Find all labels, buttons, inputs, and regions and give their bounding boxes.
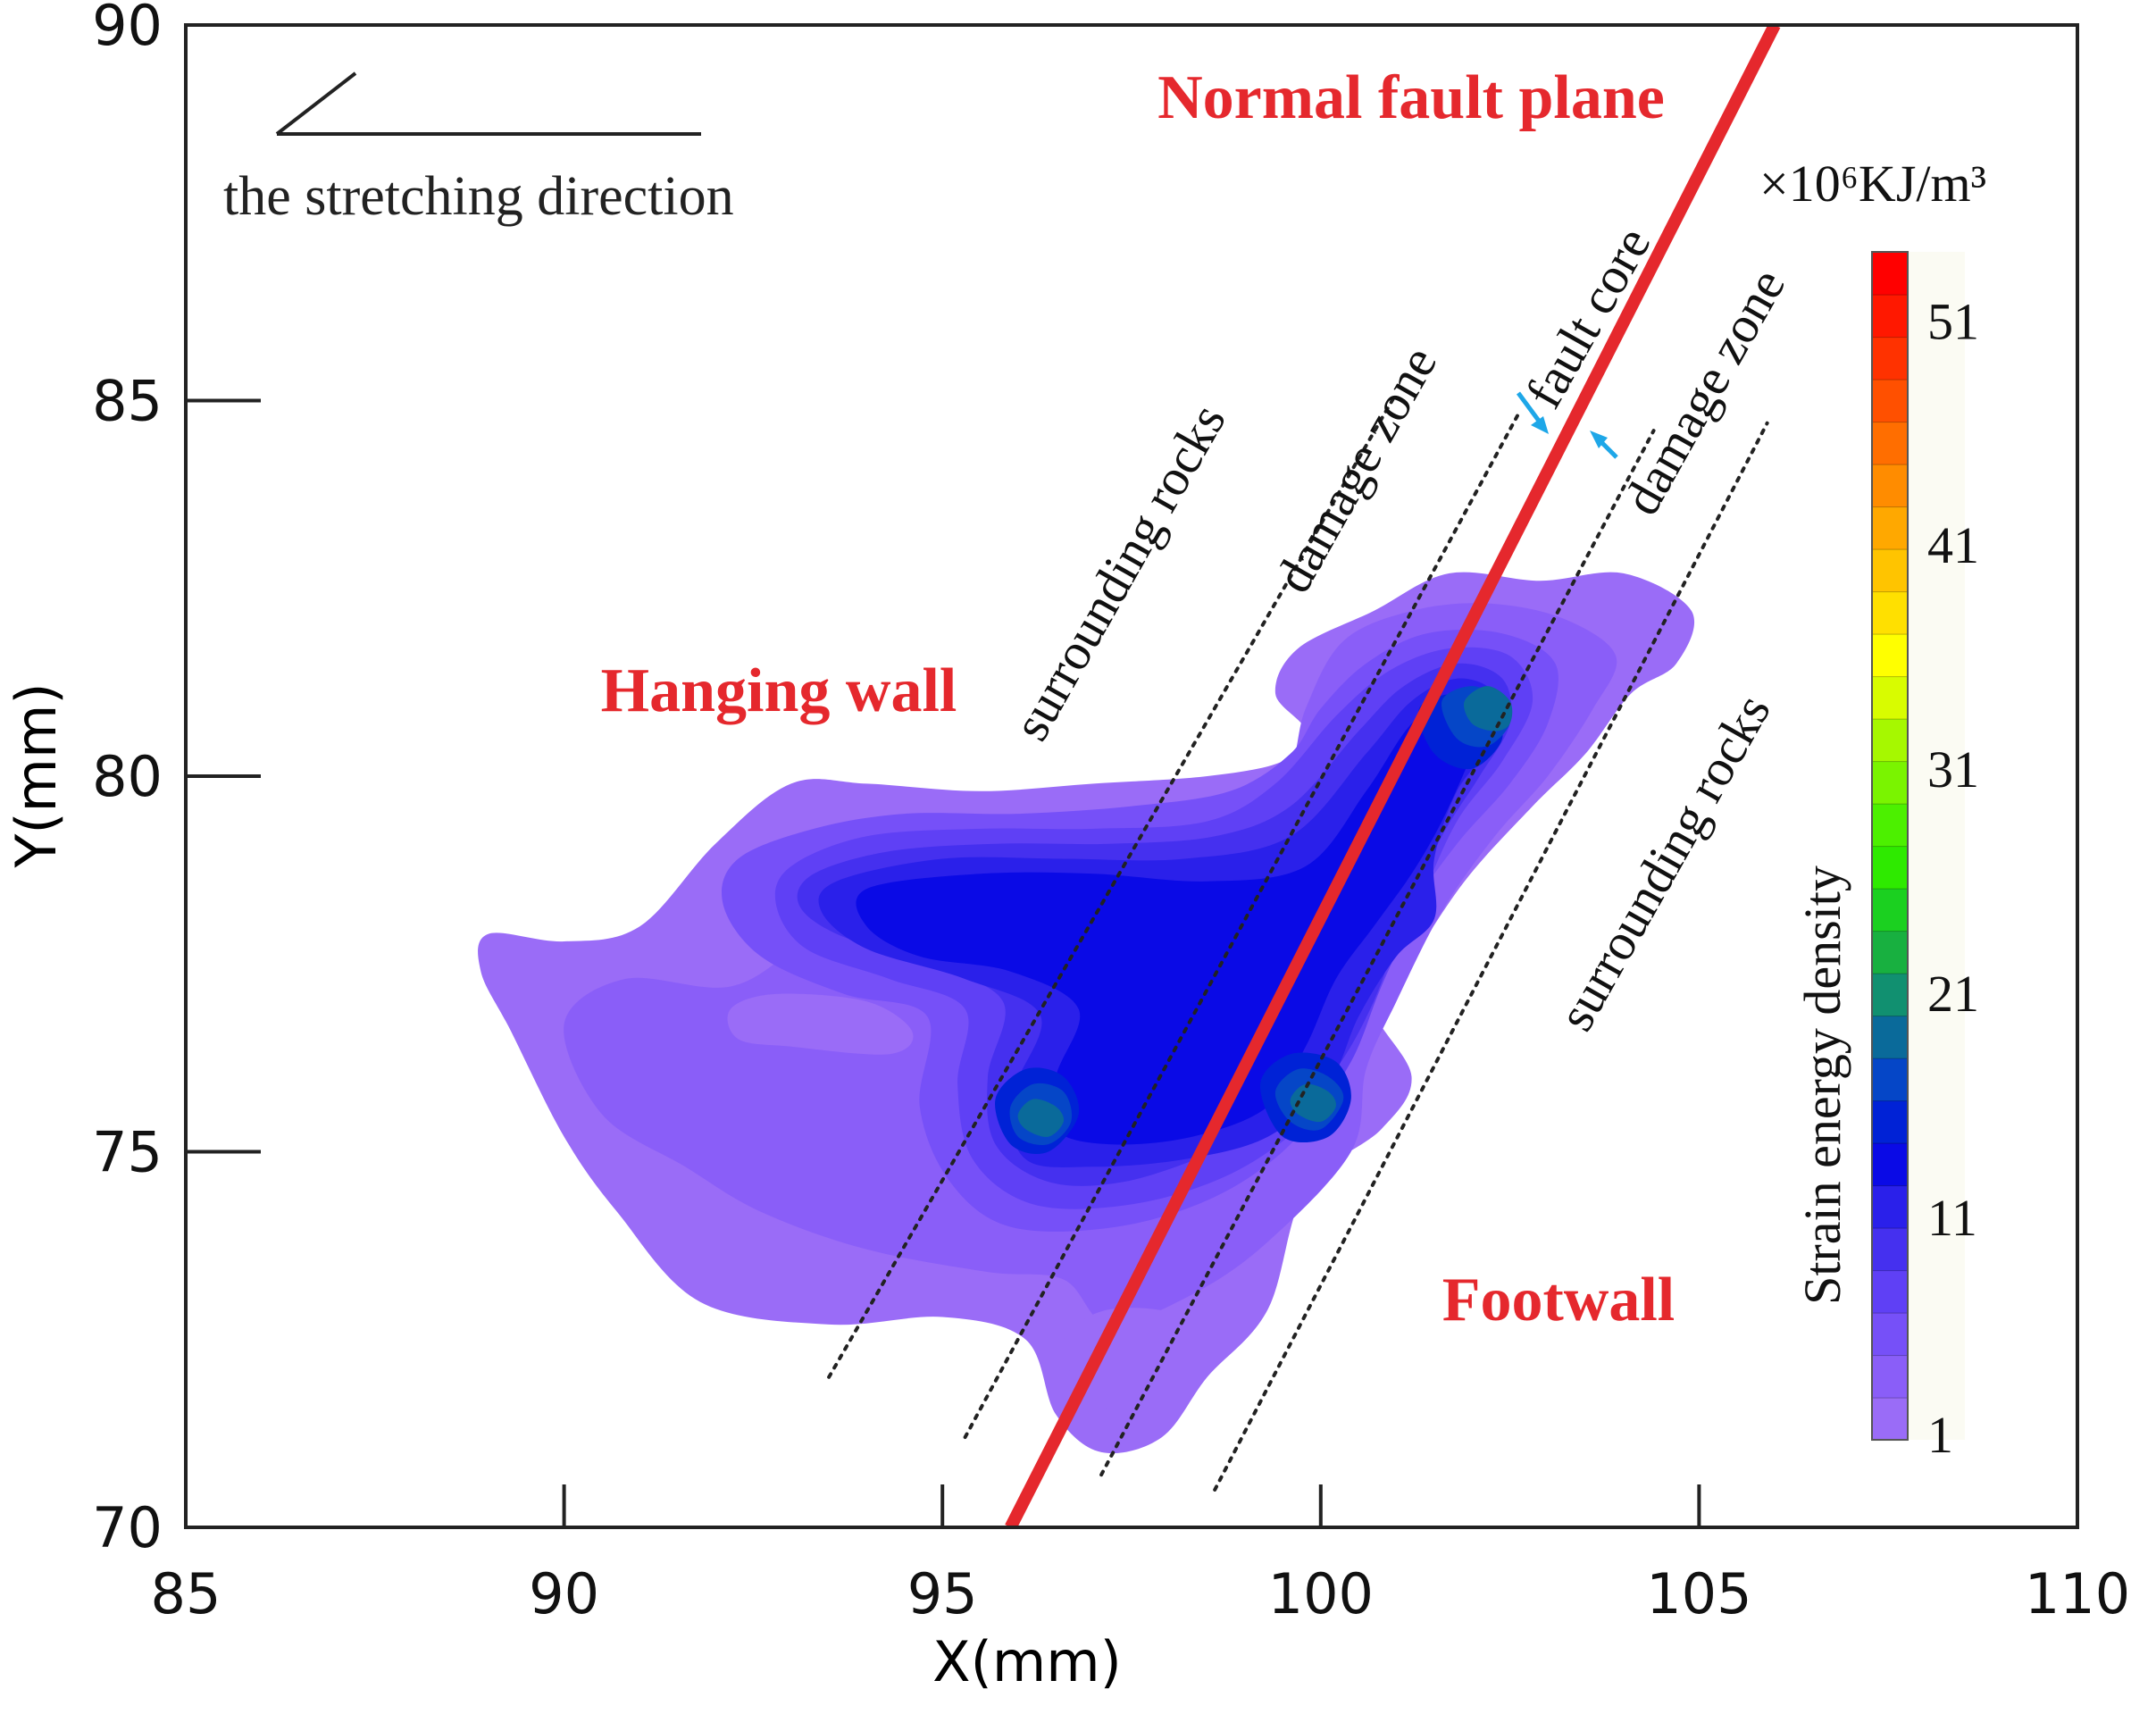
colorbar-tick-label-31: 31 <box>1927 740 1979 798</box>
fault-core-arrow-left-head <box>1531 416 1549 434</box>
contour-level-7-region-6 <box>856 692 1488 1145</box>
colorbar-level-24 <box>1871 421 1909 465</box>
colorbar-level-13 <box>1871 888 1909 932</box>
colorbar-level-15 <box>1871 803 1909 848</box>
fault-plane-layer <box>1005 25 1781 1527</box>
colorbar-level-21 <box>1871 548 1909 593</box>
colorbar-level-2 <box>1871 1354 1909 1399</box>
y-tick-label-75: 75 <box>92 1120 163 1185</box>
zone-boundary-line-2 <box>1099 429 1656 1477</box>
x-tick-label-105: 105 <box>1646 1561 1751 1626</box>
x-tick-label-85: 85 <box>151 1561 221 1626</box>
y-tick-label-85: 85 <box>92 369 163 434</box>
y-axis-title: Y(mm) <box>4 682 69 868</box>
x-tick-label-100: 100 <box>1268 1561 1374 1626</box>
colorbar-outline <box>1871 251 1909 1441</box>
colorbar-level-14 <box>1871 845 1909 890</box>
colorbar-tick-label-11: 11 <box>1927 1189 1977 1247</box>
colorbar-level-4 <box>1871 1269 1909 1314</box>
stretching-slant-line <box>275 71 357 136</box>
axis-ticks: 85 90 95 100 105 110 70 75 80 85 90 <box>92 0 2130 1626</box>
hanging-wall-label: Hanging wall <box>601 656 957 725</box>
colorbar-level-8 <box>1871 1099 1909 1144</box>
zone-boundary-line-0 <box>827 391 1399 1379</box>
x-axis-title: X(mm) <box>932 1629 1122 1694</box>
fault-core-arrow-right-head <box>1590 431 1608 448</box>
fault-plane-line <box>1005 25 1781 1527</box>
contour-level-10-region-14 <box>1017 1099 1065 1137</box>
colorbar-level-26 <box>1871 336 1909 380</box>
colorbar-tick-label-21: 21 <box>1927 965 1979 1023</box>
colorbar-level-1 <box>1871 1397 1909 1442</box>
contour-level-1-region-16 <box>727 993 914 1055</box>
fault-core-arrows <box>1516 391 1618 459</box>
colorbar-unit: ×10⁶KJ/m³ <box>1759 155 1986 213</box>
colorbar-level-28 <box>1871 251 1909 296</box>
colorbar-level-12 <box>1871 930 1909 974</box>
x-tick-label-110: 110 <box>2025 1561 2130 1626</box>
y-tick-label-90: 90 <box>92 0 163 58</box>
colorbar-level-11 <box>1871 973 1909 1017</box>
colorbar-level-19 <box>1871 633 1909 678</box>
y-tick-label-80: 80 <box>92 744 163 809</box>
stretching-direction-indicator: the stretching direction <box>223 71 734 227</box>
colorbar-level-7 <box>1871 1142 1909 1187</box>
colorbar-tick-label-41: 41 <box>1927 516 1979 574</box>
footwall-label: Footwall <box>1442 1266 1675 1334</box>
colorbar-level-18 <box>1871 675 1909 720</box>
colorbar-level-10 <box>1871 1015 1909 1059</box>
contour-level-1-region-17 <box>1062 1308 1208 1416</box>
colorbar-level-6 <box>1871 1184 1909 1229</box>
colorbar-tick-label-1: 1 <box>1927 1406 1953 1464</box>
x-tick-label-90: 90 <box>529 1561 599 1626</box>
x-tick-label-95: 95 <box>907 1561 978 1626</box>
fault-plane-label: Normal fault plane <box>1157 63 1665 132</box>
zone-label-damage-zone-left: damage zone <box>1264 337 1448 602</box>
stretching-direction-label: the stretching direction <box>223 166 734 227</box>
colorbar-tick-label-51: 51 <box>1927 292 1979 350</box>
y-tick-label-70: 70 <box>92 1495 163 1560</box>
colorbar-level-23 <box>1871 464 1909 508</box>
colorbar-level-27 <box>1871 294 1909 339</box>
zone-boundary-line-1 <box>963 414 1520 1440</box>
colorbar-levels <box>1871 251 1909 1442</box>
zone-boundary-line-3 <box>1213 421 1769 1492</box>
contour-level-10-region-13 <box>1464 686 1513 732</box>
colorbar-level-16 <box>1871 760 1909 805</box>
colorbar-level-17 <box>1871 718 1909 763</box>
colorbar-level-20 <box>1871 590 1909 635</box>
zone-label-surrounding-rocks-left: surrounding rocks <box>1001 394 1237 749</box>
colorbar-level-25 <box>1871 379 1909 423</box>
zone-boundaries <box>827 391 1769 1492</box>
colorbar-level-3 <box>1871 1312 1909 1357</box>
colorbar-title: Strain energy density <box>1793 865 1851 1305</box>
colorbar-level-9 <box>1871 1058 1909 1102</box>
colorbar-level-5 <box>1871 1227 1909 1272</box>
colorbar-level-22 <box>1871 506 1909 550</box>
